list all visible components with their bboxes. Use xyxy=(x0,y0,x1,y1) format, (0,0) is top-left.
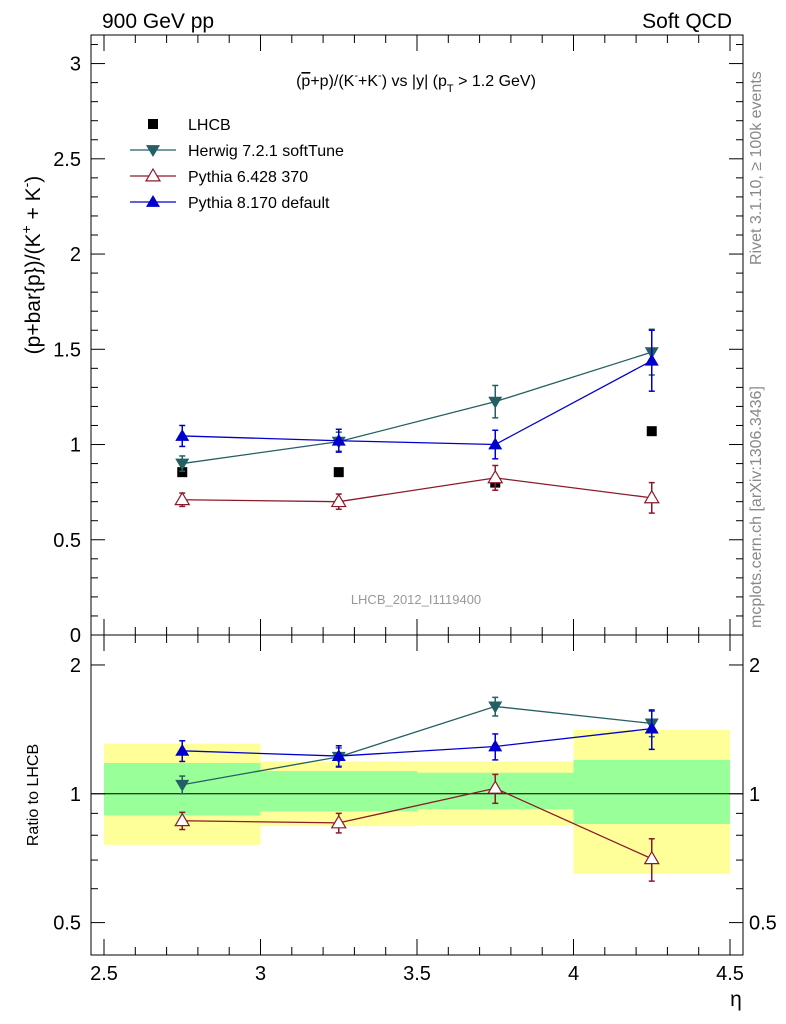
main-data-point xyxy=(488,437,503,450)
rivet-version-label: Rivet 3.1.10, ≥ 100k events xyxy=(748,71,765,265)
main-data-point xyxy=(175,428,190,441)
legend-label: Pythia 6.428 370 xyxy=(188,169,308,186)
ratio-data-point xyxy=(331,749,346,761)
ratio-y-tick-label: 1 xyxy=(70,784,81,806)
legend-item-pythia-6-428-370: Pythia 6.428 370 xyxy=(130,167,308,186)
main-data-point xyxy=(174,491,191,506)
legend-marker xyxy=(148,119,158,129)
main-y-tick-label: 2 xyxy=(70,244,81,266)
ratio-series-line xyxy=(182,787,653,860)
x-axis-label: η xyxy=(730,988,742,1011)
main-y-tick-label: 0.5 xyxy=(53,530,81,552)
ratio-band-inner xyxy=(260,771,417,812)
x-tick-label: 3 xyxy=(255,963,266,985)
ratio-data-point xyxy=(175,779,190,792)
legend-item-herwig-7-2-1-softtune: Herwig 7.2.1 softTune xyxy=(130,143,344,160)
main-data-point xyxy=(330,493,347,508)
main-y-tick-label: 0 xyxy=(70,625,81,647)
ratio-data-point xyxy=(487,780,504,794)
main-x-ticks xyxy=(103,35,731,635)
ratio-y-ticks: 0.5 0.5 1 1 2 2 xyxy=(53,655,777,935)
main-y-ticks: 0 0.5 1 1.5 2 2.5 3 xyxy=(53,44,743,647)
main-data-point xyxy=(333,467,344,478)
main-data-point xyxy=(646,426,657,437)
main-chart-title: (p+p)/(K-+K-) vs |y| (pT > 1.2 GeV) xyxy=(296,70,536,95)
main-series-line xyxy=(182,477,652,503)
ratio-series-layer xyxy=(174,696,660,882)
ratio-y-tick-label: 0.5 xyxy=(53,913,81,935)
main-series-herwig-7-2-1-softtune xyxy=(175,328,659,472)
header-category-label: Soft QCD xyxy=(642,10,732,33)
main-y-tick-label: 1 xyxy=(70,435,81,457)
legend-item-pythia-8-170-default: Pythia 8.170 default xyxy=(130,195,330,212)
ratio-band-inner xyxy=(573,759,730,824)
main-data-point xyxy=(331,433,346,446)
main-panel: 0 0.5 1 1.5 2 2.5 3 LHCB_2012_I1119400 (p+p)/(… xyxy=(18,34,744,647)
ratio-series-pythia-8-170-default xyxy=(175,709,659,768)
x-tick-label: 4 xyxy=(568,963,579,985)
analysis-watermark: LHCB_2012_I1119400 xyxy=(351,592,481,607)
ratio-data-point xyxy=(488,739,503,752)
ratio-series-line xyxy=(182,705,652,786)
main-y-tick-label: 3 xyxy=(70,54,81,76)
legend-label: LHCB xyxy=(188,117,231,134)
legend-marker xyxy=(144,167,162,182)
legend-label: Pythia 8.170 default xyxy=(188,195,330,212)
ratio-y-tick-label-right: 0.5 xyxy=(749,913,777,935)
main-series-layer xyxy=(174,328,660,514)
legend-marker xyxy=(146,195,160,207)
ratio-data-point xyxy=(644,721,659,734)
main-data-point xyxy=(644,353,659,366)
main-data-point xyxy=(487,469,504,484)
ratio-data-point xyxy=(174,812,191,827)
x-tick-label: 3.5 xyxy=(403,963,431,985)
main-y-axis-label: (p+bar{p})/(K+ + K-) xyxy=(18,176,45,355)
ratio-data-point xyxy=(488,701,503,714)
ratio-series-line xyxy=(182,727,652,757)
x-tick-label: 4.5 xyxy=(716,963,744,985)
legend-marker xyxy=(146,145,160,157)
main-y-tick-label: 1.5 xyxy=(53,339,81,361)
main-data-point xyxy=(175,458,190,471)
main-series-line xyxy=(182,360,653,446)
mcplots-label: mcplots.cern.ch [arXiv:1306.3436] xyxy=(748,386,765,628)
ratio-data-point xyxy=(175,743,190,756)
ratio-series-pythia-6-428-370 xyxy=(174,773,660,882)
ratio-panel: 0.5 0.5 1 1 2 2 2.5 3 3.5 4 4.5 Ratio to LHCB η xyxy=(25,634,777,1011)
ratio-y-tick-label-right: 2 xyxy=(749,655,760,677)
ratio-data-point xyxy=(330,814,347,829)
main-y-tick-label: 2.5 xyxy=(53,149,81,171)
ratio-y-tick-label-right: 1 xyxy=(749,784,760,806)
ratio-y-tick-label: 2 xyxy=(70,655,81,677)
legend: LHCB Herwig 7.2.1 softTune Pythia 6.428 37… xyxy=(130,117,344,212)
main-data-point xyxy=(488,396,503,409)
main-series-lhcb xyxy=(177,426,657,488)
main-series-line xyxy=(182,351,652,465)
x-tick-label: 2.5 xyxy=(90,963,118,985)
header-process-label: 900 GeV pp xyxy=(102,10,214,33)
legend-label: Herwig 7.2.1 softTune xyxy=(188,143,344,160)
main-data-point xyxy=(643,489,660,504)
main-series-pythia-6-428-370 xyxy=(174,464,660,514)
ratio-data-point xyxy=(643,850,660,865)
ratio-y-axis-label: Ratio to LHCB xyxy=(25,744,42,846)
legend-item-lhcb: LHCB xyxy=(148,117,231,134)
ratio-x-ticks: 2.5 3 3.5 4 4.5 xyxy=(90,635,744,985)
main-data-point xyxy=(177,467,188,478)
main-series-pythia-8-170-default xyxy=(175,329,659,460)
